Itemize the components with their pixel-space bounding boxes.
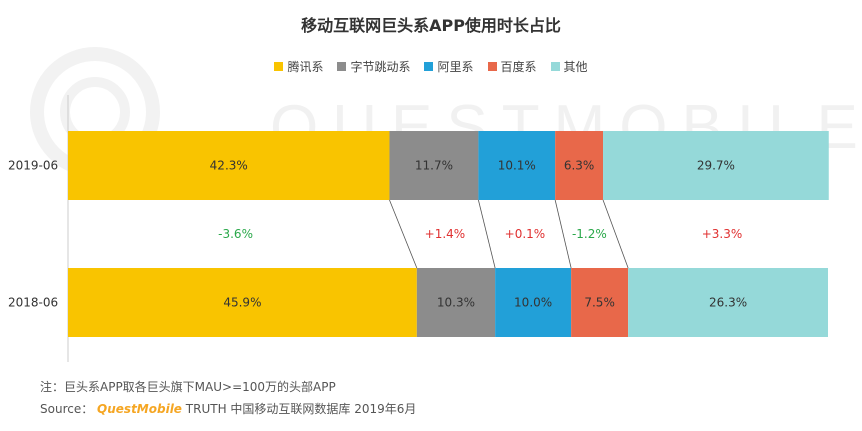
source-rest: TRUTH 中国移动互联网数据库 2019年6月 [185, 402, 417, 416]
legend-item: 阿里系 [424, 58, 474, 75]
category-label: 2018-06 [8, 296, 58, 310]
footnote: 注：巨头系APP取各巨头旗下MAU>=100万的头部APP [40, 380, 336, 394]
data-label: 10.1% [498, 159, 536, 173]
legend-label: 百度系 [500, 60, 537, 74]
legend-swatch [424, 62, 434, 71]
source-line: Source： QuestMobile TRUTH 中国移动互联网数据库 201… [40, 400, 416, 417]
connector-line [602, 199, 629, 269]
legend-label: 腾讯系 [287, 60, 324, 74]
legend-swatch [274, 62, 284, 71]
data-label: 26.3% [709, 296, 747, 310]
connector-line [554, 199, 572, 269]
bar-segment [571, 268, 629, 337]
data-label: 11.7% [415, 159, 453, 173]
data-label: 29.7% [697, 159, 735, 173]
legend-label: 其他 [563, 60, 588, 74]
bar-segment [389, 131, 479, 200]
data-label: 10.0% [514, 296, 552, 310]
data-label: 10.3% [437, 296, 475, 310]
source-prefix: Source： [40, 402, 94, 416]
legend-item: 其他 [550, 58, 588, 75]
legend-swatch [550, 62, 560, 71]
change-label: +1.4% [425, 227, 466, 241]
data-label: 45.9% [223, 296, 261, 310]
connector-line [389, 199, 418, 269]
bar-segment [628, 268, 828, 337]
legend: 腾讯系 字节跳动系 阿里系 百度系 其他 [0, 58, 862, 75]
data-label: 7.5% [584, 296, 615, 310]
chart-title: 移动互联网巨头系APP使用时长占比 [301, 16, 561, 35]
bar-segment [603, 131, 829, 200]
change-label: +0.1% [505, 227, 546, 241]
bar-segment [416, 268, 496, 337]
change-label: -3.6% [218, 227, 253, 241]
legend-label: 阿里系 [437, 60, 474, 74]
change-label: -1.2% [572, 227, 607, 241]
brand-name: QuestMobile [97, 402, 182, 416]
legend-label: 字节跳动系 [350, 60, 411, 74]
data-label: 6.3% [564, 159, 595, 173]
data-label: 42.3% [210, 159, 248, 173]
legend-item: 腾讯系 [274, 58, 323, 75]
connector-line [478, 199, 496, 269]
bar-segment [68, 131, 390, 200]
bar-segment [68, 268, 417, 337]
legend-swatch [337, 62, 347, 71]
bar-segment [555, 131, 604, 200]
bar-segment [495, 268, 572, 337]
category-label: 2019-06 [8, 159, 58, 173]
bar-segment [478, 131, 556, 200]
change-label: +3.3% [702, 227, 743, 241]
legend-swatch [487, 62, 497, 71]
legend-item: 百度系 [487, 58, 537, 75]
legend-item: 字节跳动系 [337, 58, 410, 75]
